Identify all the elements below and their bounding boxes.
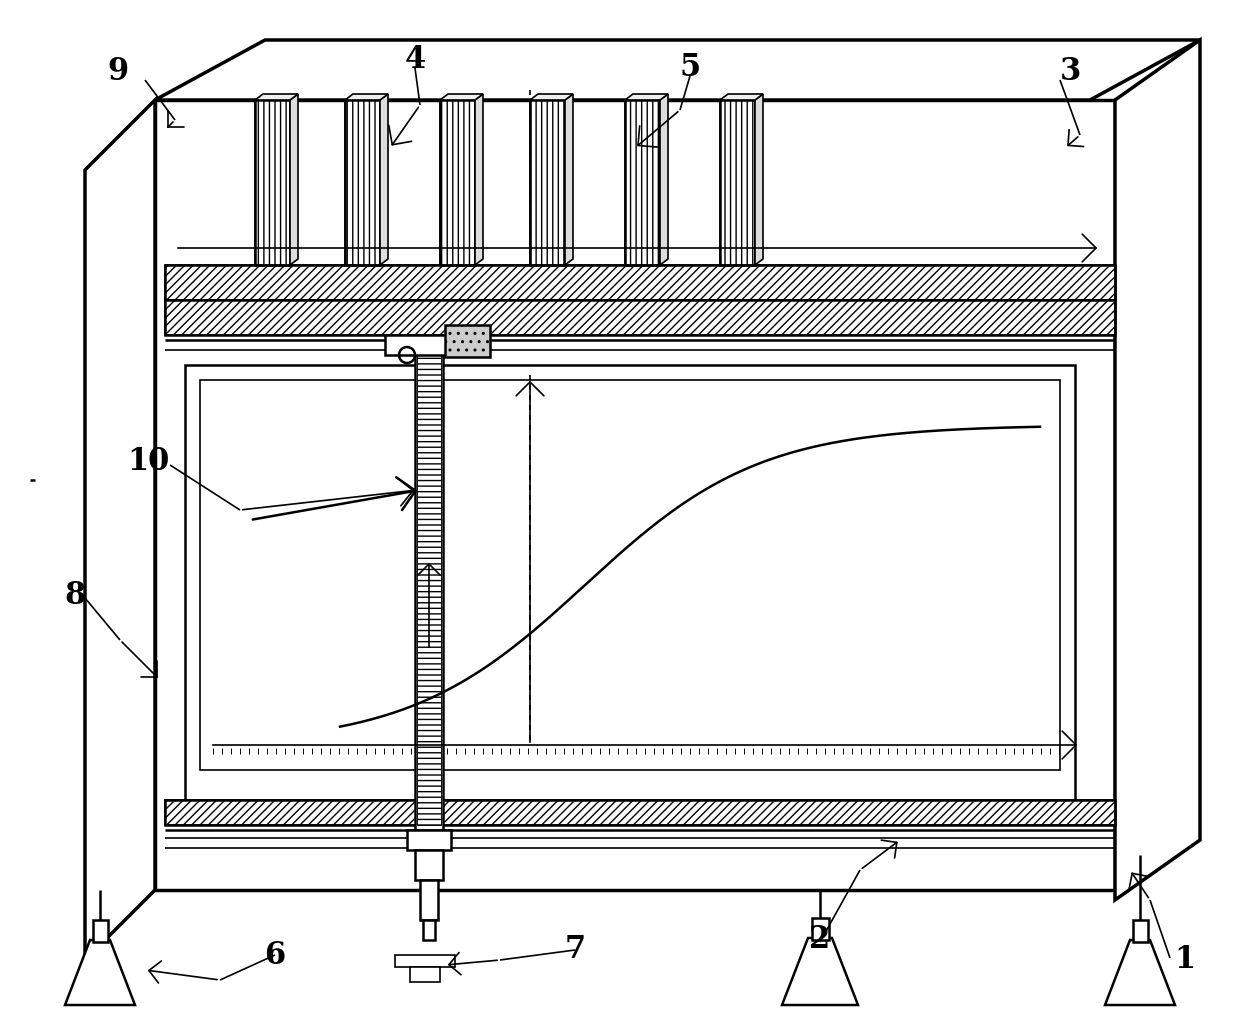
Bar: [165, 800, 1115, 825]
Bar: [165, 265, 1115, 300]
Text: 2: 2: [809, 924, 830, 956]
Polygon shape: [530, 94, 572, 100]
Polygon shape: [255, 94, 299, 100]
Bar: [415, 850, 444, 880]
Bar: [415, 340, 444, 830]
Bar: [344, 100, 380, 265]
Polygon shape: [380, 94, 388, 265]
Bar: [165, 300, 1115, 335]
Bar: [812, 918, 829, 940]
Polygon shape: [85, 100, 155, 960]
Bar: [418, 345, 441, 825]
Bar: [420, 880, 439, 920]
Bar: [422, 920, 435, 940]
Bar: [165, 265, 1115, 300]
Polygon shape: [565, 94, 572, 265]
Polygon shape: [755, 94, 763, 265]
Polygon shape: [624, 94, 668, 100]
Bar: [406, 830, 451, 850]
Bar: [440, 100, 475, 265]
Polygon shape: [290, 94, 299, 265]
Text: 8: 8: [64, 579, 85, 610]
Text: 4: 4: [404, 44, 426, 76]
Bar: [395, 955, 455, 967]
Bar: [440, 100, 475, 265]
Bar: [93, 920, 108, 942]
Text: 9: 9: [108, 57, 129, 88]
Polygon shape: [660, 94, 668, 265]
Polygon shape: [475, 94, 483, 265]
Bar: [255, 100, 290, 265]
Bar: [418, 345, 441, 825]
Text: 1: 1: [1175, 944, 1196, 976]
Bar: [155, 100, 1115, 890]
Text: 6: 6: [264, 939, 285, 971]
Bar: [624, 100, 660, 265]
Polygon shape: [155, 40, 1201, 100]
Text: 5: 5: [679, 52, 700, 84]
Polygon shape: [440, 94, 483, 100]
Text: 3: 3: [1059, 57, 1080, 88]
Bar: [410, 967, 440, 982]
Bar: [720, 100, 755, 265]
Bar: [530, 100, 565, 265]
Text: 7: 7: [565, 934, 586, 966]
Bar: [199, 380, 1061, 770]
Bar: [530, 100, 565, 265]
Bar: [445, 325, 489, 357]
Bar: [185, 365, 1075, 805]
Bar: [344, 100, 380, 265]
Text: 10: 10: [126, 447, 170, 477]
Bar: [720, 100, 755, 265]
Bar: [1132, 920, 1149, 942]
Bar: [165, 800, 1115, 825]
Bar: [165, 300, 1115, 335]
Polygon shape: [344, 94, 388, 100]
Bar: [624, 100, 660, 265]
Bar: [255, 100, 290, 265]
Polygon shape: [1115, 40, 1201, 900]
Polygon shape: [64, 940, 135, 1005]
Polygon shape: [720, 94, 763, 100]
Bar: [385, 335, 475, 355]
Polygon shape: [1105, 940, 1175, 1005]
Polygon shape: [782, 938, 857, 1005]
